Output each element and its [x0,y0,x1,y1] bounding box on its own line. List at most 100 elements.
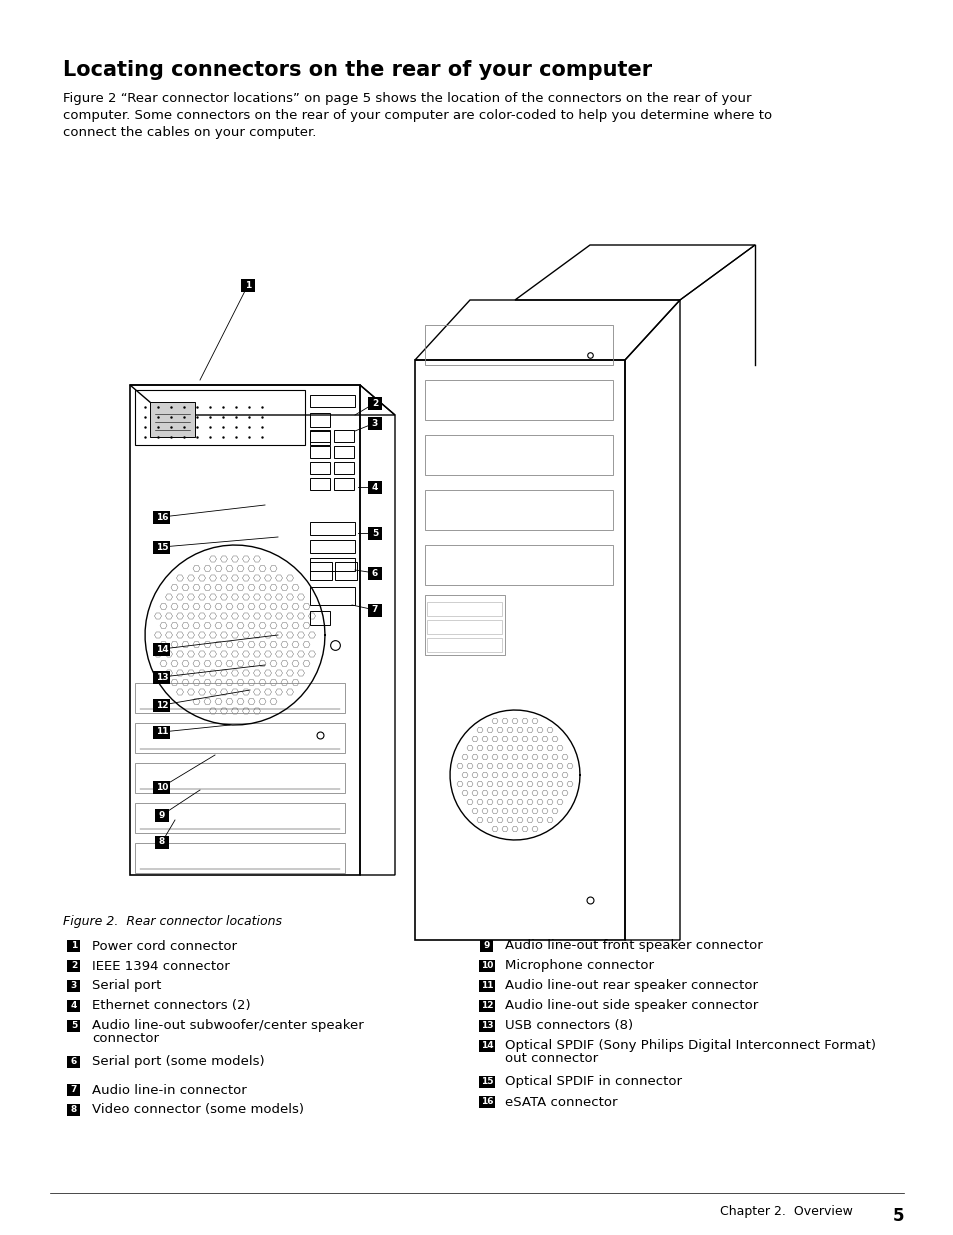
Text: 1: 1 [71,941,77,951]
Bar [154,809,169,821]
Text: 4: 4 [71,1002,77,1010]
Bar [68,981,80,992]
Text: Audio line-out subwoofer/center speaker: Audio line-out subwoofer/center speaker [91,1020,363,1032]
Text: Video connector (some models): Video connector (some models) [91,1104,304,1116]
Bar [368,604,381,616]
Bar [153,671,171,683]
Text: IEEE 1394 connector: IEEE 1394 connector [91,960,230,972]
Bar [424,595,504,655]
Text: Serial port: Serial port [91,979,161,993]
Text: 16: 16 [480,1098,493,1107]
Bar [424,380,613,420]
Text: 11: 11 [480,982,493,990]
Text: 6: 6 [372,568,377,578]
Bar [415,359,624,940]
Bar [478,1040,495,1052]
Bar [310,478,330,490]
Text: 15: 15 [155,542,168,552]
Bar [368,526,381,540]
Bar [68,1104,80,1116]
Bar [68,1000,80,1011]
Bar [334,478,354,490]
Text: 7: 7 [372,605,377,615]
Text: USB connectors (8): USB connectors (8) [504,1020,633,1032]
Bar [154,836,169,848]
Text: computer. Some connectors on the rear of your computer are color-coded to help y: computer. Some connectors on the rear of… [63,109,771,122]
Bar [135,803,345,832]
Text: Audio line-out front speaker connector: Audio line-out front speaker connector [504,940,762,952]
Text: 13: 13 [155,673,168,682]
Bar [335,562,356,580]
Text: 11: 11 [155,727,168,736]
Bar [135,683,345,713]
Bar [368,416,381,430]
Bar [424,490,613,530]
Text: 14: 14 [480,1041,493,1051]
Text: 5: 5 [71,1021,77,1030]
Bar [153,699,171,711]
Text: connect the cables on your computer.: connect the cables on your computer. [63,126,316,140]
Bar [478,1076,495,1088]
Text: Chapter 2.  Overview: Chapter 2. Overview [720,1205,852,1218]
Bar [68,1084,80,1095]
Text: 10: 10 [480,962,493,971]
Bar [153,642,171,656]
Bar [427,620,501,634]
Bar [368,567,381,579]
Bar [310,587,355,605]
Bar [68,940,80,952]
Bar [310,558,355,571]
Bar [153,725,171,739]
Bar [424,545,613,585]
Bar [150,403,194,437]
Bar [368,480,381,494]
Text: 2: 2 [71,962,77,971]
Bar [68,1020,80,1032]
Bar [310,412,330,427]
Text: Locating connectors on the rear of your computer: Locating connectors on the rear of your … [63,61,652,80]
Text: 12: 12 [480,1002,493,1010]
Bar [368,396,381,410]
Bar [310,446,330,458]
Bar [478,1000,495,1011]
Text: 16: 16 [155,513,168,521]
Bar [135,844,345,873]
Text: Audio line-out side speaker connector: Audio line-out side speaker connector [504,999,758,1013]
Bar [424,325,613,366]
Bar [310,611,330,625]
Bar [130,385,359,876]
Bar [310,395,355,408]
Bar [135,722,345,753]
Bar [310,562,332,580]
Text: eSATA connector: eSATA connector [504,1095,617,1109]
Bar [310,430,330,442]
Text: 10: 10 [155,783,168,792]
Text: Ethernet connectors (2): Ethernet connectors (2) [91,999,251,1013]
Text: Figure 2.  Rear connector locations: Figure 2. Rear connector locations [63,915,282,927]
Bar [334,430,354,442]
Text: out connector: out connector [504,1052,598,1066]
Text: 2: 2 [372,399,377,408]
Bar [135,763,345,793]
Text: 15: 15 [480,1077,493,1087]
Text: Microphone connector: Microphone connector [504,960,654,972]
Bar [478,1095,495,1108]
Text: Optical SPDIF (Sony Philips Digital Interconnect Format): Optical SPDIF (Sony Philips Digital Inte… [504,1040,875,1052]
Text: 6: 6 [71,1057,77,1067]
Text: 13: 13 [480,1021,493,1030]
Bar [424,435,613,475]
Text: Audio line-in connector: Audio line-in connector [91,1083,247,1097]
Bar [310,431,330,445]
Bar [334,462,354,474]
Text: Audio line-out rear speaker connector: Audio line-out rear speaker connector [504,979,758,993]
Bar [427,601,501,616]
Text: connector: connector [91,1032,159,1046]
Bar [153,781,171,794]
Bar [310,540,355,553]
Bar [68,960,80,972]
Text: 5: 5 [892,1207,903,1225]
Bar [478,960,495,972]
Bar [310,462,330,474]
Text: 8: 8 [71,1105,77,1114]
Bar [478,981,495,992]
